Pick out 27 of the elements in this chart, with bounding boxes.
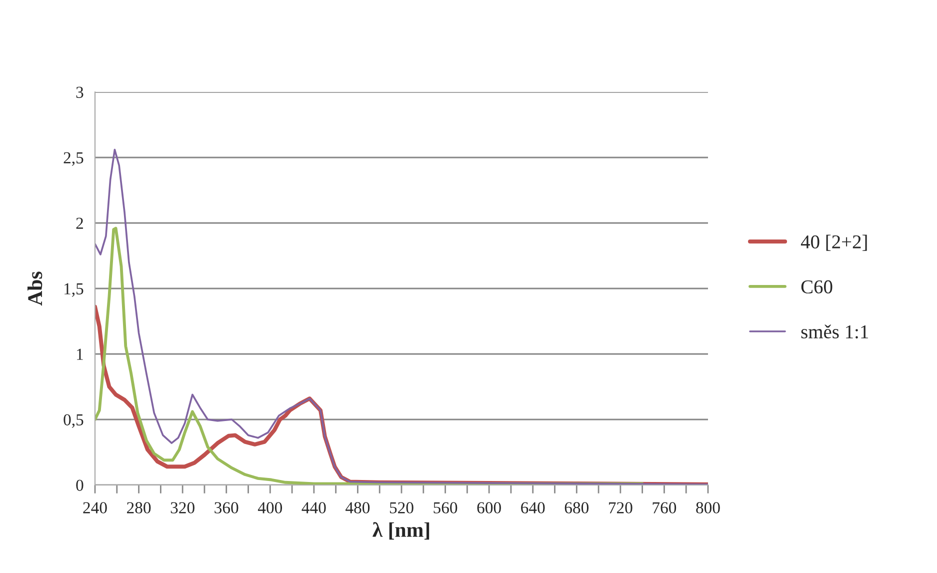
x-tick-label: 720: [609, 502, 632, 514]
x-tick-label: 440: [302, 502, 326, 514]
x-tick-label: 800: [696, 502, 720, 514]
y-tick-label: 0: [76, 480, 84, 491]
x-axis-title: λ [nm]: [372, 522, 430, 540]
x-tick-label: 360: [214, 502, 238, 514]
x-tick-label: 240: [83, 502, 107, 514]
y-axis-title: Abs: [27, 272, 42, 306]
x-tick-label: 600: [477, 502, 501, 514]
y-tick-label: 1: [77, 348, 83, 360]
y-tick-label: 2,5: [64, 152, 84, 166]
legend-label: směs 1:1: [801, 324, 868, 338]
y-tick-label: 2: [76, 218, 83, 229]
x-tick-label: 760: [652, 502, 676, 514]
x-tick-label: 640: [521, 502, 545, 514]
x-tick-label: 400: [258, 502, 282, 514]
x-tick-label: 320: [170, 502, 194, 514]
y-tick-label: 0,5: [64, 414, 84, 428]
y-tick-label: 3: [76, 86, 84, 98]
x-tick-label: 560: [434, 502, 458, 514]
legend-label: C60: [801, 280, 832, 294]
x-tick-label: 680: [564, 502, 589, 514]
x-tick-label: 280: [127, 502, 151, 514]
legend-label: 40 [2+2]: [800, 234, 867, 251]
x-tick-label: 480: [346, 502, 370, 514]
x-tick-label: 520: [390, 502, 414, 514]
y-tick-label: 1,5: [64, 283, 84, 297]
